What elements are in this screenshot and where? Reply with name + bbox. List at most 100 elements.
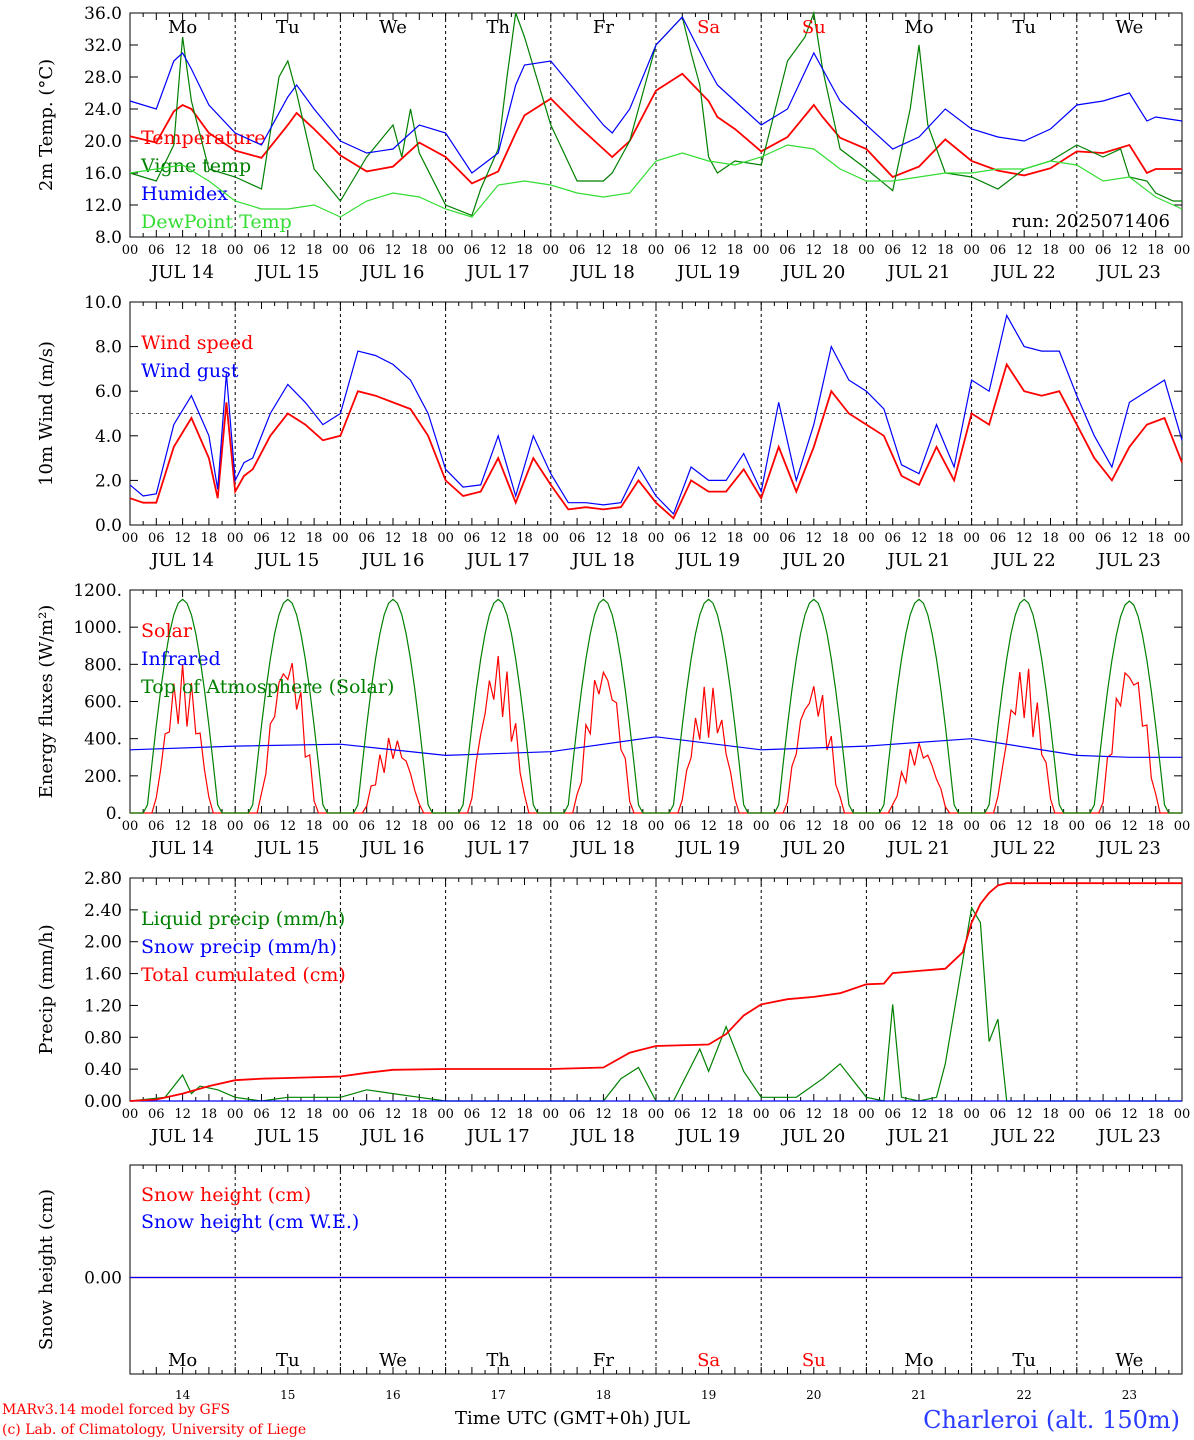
hour-label: 12 <box>806 243 823 258</box>
y-tick-label: 6.0 <box>95 382 122 402</box>
hour-label: 12 <box>1016 531 1033 546</box>
hour-label: 12 <box>911 1107 928 1122</box>
legend-entry: Infrared <box>141 648 221 670</box>
date-label: JUL 14 <box>149 1126 214 1147</box>
hour-label: 18 <box>621 819 638 834</box>
hour-label: 18 <box>832 531 849 546</box>
hour-label: 06 <box>1095 1107 1112 1122</box>
hour-label: 12 <box>280 243 297 258</box>
y-tick-label: 2.00 <box>84 933 122 953</box>
series-line-wind-gust <box>129 313 1183 515</box>
hour-label: 12 <box>280 531 297 546</box>
hour-label: 00 <box>858 243 875 258</box>
date-label: JUL 19 <box>675 550 740 571</box>
hour-label: 12 <box>280 819 297 834</box>
legend-entry: Snow precip (mm/h) <box>141 936 337 958</box>
hour-label: 00 <box>753 819 770 834</box>
hour-label: 06 <box>253 1107 270 1122</box>
hour-label: 18 <box>1147 819 1164 834</box>
date-label: JUL 16 <box>360 838 425 859</box>
hour-label: 06 <box>674 819 691 834</box>
hour-label: 18 <box>1042 819 1059 834</box>
hour-label: 06 <box>148 531 165 546</box>
hour-label: 12 <box>911 819 928 834</box>
date-label: JUL 23 <box>1096 262 1161 283</box>
hour-label: 12 <box>595 1107 612 1122</box>
weekday-label: Fr <box>593 17 614 38</box>
hour-label: 00 <box>858 1107 875 1122</box>
hour-label: 06 <box>253 243 270 258</box>
hour-label: 00 <box>648 819 665 834</box>
hour-label: 18 <box>1042 243 1059 258</box>
legend-entry: Snow height (cm) <box>141 1184 311 1206</box>
hour-label: 00 <box>543 243 560 258</box>
date-label: JUL 20 <box>780 838 845 859</box>
hour-label: 12 <box>595 243 612 258</box>
hour-label: 12 <box>1121 1107 1138 1122</box>
hour-label: 00 <box>963 1107 980 1122</box>
hour-label: 06 <box>464 819 481 834</box>
date-label: JUL 20 <box>780 550 845 571</box>
hour-label: 12 <box>385 819 402 834</box>
hour-label: 18 <box>411 819 428 834</box>
hour-label: 06 <box>990 531 1007 546</box>
hour-label: 06 <box>884 1107 901 1122</box>
series-line-dewpoint-temp <box>129 144 1183 218</box>
hour-label: 00 <box>1174 531 1191 546</box>
legend-entry: Snow height (cm W.E.) <box>141 1211 359 1233</box>
hour-label: 00 <box>1069 1107 1086 1122</box>
series-line-top-of-atmosphere-solar- <box>130 598 1182 814</box>
y-tick-label: 0.0 <box>95 516 122 536</box>
hour-label: 12 <box>700 1107 717 1122</box>
credit-line-1: MARv3.14 model forced by GFS <box>2 1402 230 1418</box>
hour-label: 00 <box>753 1107 770 1122</box>
y-tick-label: 8.0 <box>95 228 122 248</box>
weekday-label: Su <box>802 1350 826 1371</box>
hour-label: 00 <box>227 819 244 834</box>
day-number-label: 19 <box>701 1388 716 1402</box>
hour-label: 06 <box>779 819 796 834</box>
date-label: JUL 19 <box>675 838 740 859</box>
credit-line-2: (c) Lab. of Climatology, University of L… <box>2 1422 306 1438</box>
hour-label: 06 <box>674 1107 691 1122</box>
hour-label: 06 <box>464 243 481 258</box>
day-number-label: 16 <box>385 1388 400 1402</box>
y-tick-label: 600. <box>84 693 122 713</box>
hour-label: 06 <box>1095 531 1112 546</box>
hour-label: 00 <box>122 243 139 258</box>
hour-label: 18 <box>306 1107 323 1122</box>
hour-label: 12 <box>280 1107 297 1122</box>
hour-label: 12 <box>700 243 717 258</box>
hour-label: 06 <box>569 819 586 834</box>
hour-label: 06 <box>358 531 375 546</box>
hour-label: 06 <box>779 1107 796 1122</box>
weekday-label: Mo <box>904 1350 933 1371</box>
y-tick-label: 0.80 <box>84 1028 122 1048</box>
hour-label: 06 <box>253 819 270 834</box>
hour-label: 06 <box>990 819 1007 834</box>
hour-label: 12 <box>911 531 928 546</box>
hour-label: 18 <box>832 1107 849 1122</box>
y-tick-label: 8.0 <box>95 338 122 358</box>
hour-label: 18 <box>306 819 323 834</box>
hour-label: 18 <box>727 243 744 258</box>
hour-label: 06 <box>148 819 165 834</box>
date-label: JUL 21 <box>886 1126 951 1147</box>
hour-label: 18 <box>201 819 218 834</box>
hour-label: 18 <box>201 243 218 258</box>
hour-label: 18 <box>516 1107 533 1122</box>
hour-label: 00 <box>753 531 770 546</box>
hour-label: 18 <box>937 243 954 258</box>
hour-label: 06 <box>990 1107 1007 1122</box>
hour-label: 06 <box>884 243 901 258</box>
hour-label: 18 <box>1147 1107 1164 1122</box>
weekday-label: Tu <box>276 17 300 38</box>
date-label: JUL 17 <box>465 262 530 283</box>
hour-label: 12 <box>174 819 191 834</box>
hour-label: 06 <box>569 243 586 258</box>
hour-label: 00 <box>1174 243 1191 258</box>
y-tick-label: 1.20 <box>84 996 122 1016</box>
hour-label: 00 <box>963 531 980 546</box>
hour-label: 00 <box>648 531 665 546</box>
